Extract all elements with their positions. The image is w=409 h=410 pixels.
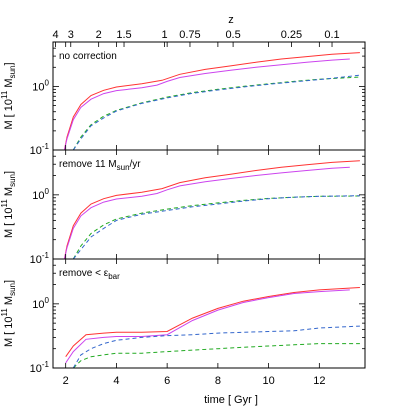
x-tick-label: 12 <box>313 375 325 387</box>
x-tick-label: 6 <box>164 375 170 387</box>
y-tick-label: 100 <box>32 78 49 93</box>
y-tick-label-exponent: -1 <box>42 360 50 369</box>
panel-label-main: remove 11 M <box>59 159 117 170</box>
y-tick-label-exponent: -1 <box>42 142 50 151</box>
panel-1-series-line-3 <box>72 76 360 150</box>
x-tick-label: 10 <box>262 375 274 387</box>
panel-2-label: remove 11 Msun/yr <box>59 159 141 172</box>
panel-3-series <box>65 287 360 368</box>
z-tick-label: 4 <box>52 29 58 41</box>
top-axis-ticks: 4 3 2 1.5 1 0.75 0.5 0.25 0.1 <box>52 29 339 41</box>
panel-3-label: remove < εbar <box>59 268 120 281</box>
panel-2-series-line-3 <box>72 195 360 259</box>
y-axis-label-suffix: ] <box>3 171 15 174</box>
y-tick-label-base: 10 <box>32 299 44 311</box>
z-tick-label: 2 <box>96 29 102 41</box>
y-tick-label: 10-1 <box>30 142 50 157</box>
panel-label-sub: sun <box>117 163 130 172</box>
y-axis-label-prefix: M [ 10 <box>3 99 15 130</box>
top-axis-label: z <box>228 14 234 26</box>
y-axis-label-exp: 11 <box>0 308 9 317</box>
y-tick-label-base: 10 <box>30 145 42 157</box>
panel-label-after: /yr <box>130 159 142 170</box>
panel-1-series-line-2 <box>63 58 350 150</box>
panel-3-series-line-3 <box>72 343 360 368</box>
z-tick-label: 0.5 <box>225 29 240 41</box>
y-tick-label-exponent: 0 <box>45 78 50 87</box>
z-tick-label: 3 <box>68 29 74 41</box>
y-axis-label-suffix: ] <box>3 62 15 65</box>
y-tick-label-exponent: 0 <box>45 296 50 305</box>
x-tick-label: 2 <box>63 375 69 387</box>
y-axis-label-sub: sun <box>8 174 17 187</box>
y-axis-label: M [ 1011 Msun] <box>0 280 17 347</box>
y-tick-label-base: 10 <box>30 254 42 266</box>
panel-1-series-line-1 <box>63 52 360 150</box>
z-tick-label: 1 <box>162 29 168 41</box>
y-axis-label-exp: 11 <box>0 199 9 208</box>
z-tick-label: 1.5 <box>116 29 131 41</box>
y-tick-label: 100 <box>32 187 49 202</box>
y-axis-label-suffix: ] <box>3 280 15 283</box>
panel-1-series-line-4 <box>72 74 360 150</box>
panel-2-series-line-2 <box>63 166 350 259</box>
z-tick-label: 0.1 <box>324 29 339 41</box>
y-axis-label-sub: sun <box>8 283 17 296</box>
y-axis-label-middle: M <box>3 78 15 90</box>
y-axis-label-middle: M <box>3 296 15 308</box>
y-tick-label-exponent: 0 <box>45 187 50 196</box>
panel-2-series-line-1 <box>63 160 360 259</box>
panel-label-main: remove < ε <box>59 268 109 279</box>
y-axis-label-sub: sun <box>8 66 17 79</box>
bottom-axis-ticks: 2 4 6 8 10 12 <box>63 375 326 387</box>
panel-3-series-line-1 <box>65 287 360 357</box>
y-tick-label: 10-1 <box>30 251 50 266</box>
z-tick-label: 0.25 <box>281 29 302 41</box>
y-axis-label: M [ 1011 Msun] <box>0 171 17 238</box>
panel-3-series-line-4 <box>72 325 360 368</box>
panel-1-label: no correction <box>59 51 117 62</box>
y-tick-label-base: 10 <box>30 363 42 375</box>
x-tick-label: 8 <box>215 375 221 387</box>
z-tick-label: 0.75 <box>179 29 200 41</box>
y-axis-label-exp: 11 <box>0 90 9 99</box>
x-axis-label: time [ Gyr ] <box>204 394 258 406</box>
panel-3-series-line-2 <box>65 289 350 364</box>
y-axis-label-prefix: M [ 10 <box>3 316 15 347</box>
y-axis-label-prefix: M [ 10 <box>3 207 15 238</box>
y-tick-label-base: 10 <box>32 81 44 93</box>
y-tick-label: 100 <box>32 296 49 311</box>
y-tick-label: 10-1 <box>30 360 50 375</box>
panel-2-series-line-4 <box>72 195 360 259</box>
y-axis-label: M [ 1011 Msun] <box>0 62 17 129</box>
panel-1-series <box>63 52 360 150</box>
x-tick-label: 4 <box>113 375 119 387</box>
y-tick-label-exponent: -1 <box>42 251 50 260</box>
y-axis-label-middle: M <box>3 187 15 199</box>
panel-2-series <box>63 160 360 259</box>
y-tick-label-base: 10 <box>32 190 44 202</box>
panel-label-main: no correction <box>59 51 117 62</box>
panel-label-sub: bar <box>108 272 120 281</box>
